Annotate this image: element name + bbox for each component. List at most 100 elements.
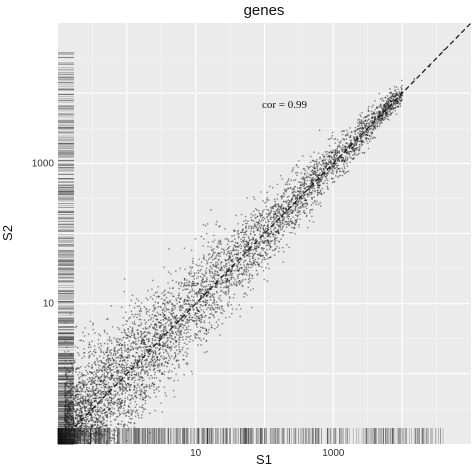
data-point — [150, 374, 152, 377]
data-point — [310, 170, 313, 173]
data-point — [257, 263, 260, 266]
data-point — [245, 274, 248, 276]
data-point — [136, 313, 139, 316]
data-point — [83, 436, 86, 438]
data-point — [92, 380, 95, 383]
data-point — [358, 143, 361, 146]
data-point — [205, 290, 208, 292]
data-point — [126, 395, 129, 398]
data-point — [243, 251, 246, 253]
data-point — [87, 333, 90, 335]
data-point — [292, 179, 295, 182]
data-point — [371, 131, 374, 134]
data-point — [237, 246, 239, 249]
data-point — [140, 416, 143, 419]
data-point — [88, 344, 91, 346]
data-point — [103, 409, 106, 412]
data-point — [343, 169, 345, 172]
data-point — [376, 111, 378, 113]
data-point — [199, 303, 202, 306]
data-point — [140, 310, 143, 313]
data-point — [206, 288, 209, 290]
data-point — [256, 261, 258, 264]
data-point — [105, 423, 108, 426]
data-point — [152, 361, 155, 364]
data-point — [160, 402, 162, 404]
data-point — [206, 277, 208, 279]
data-point — [316, 186, 319, 189]
data-point — [332, 158, 335, 161]
data-point — [240, 245, 243, 248]
data-point — [248, 274, 251, 277]
data-point — [82, 425, 85, 427]
data-point — [137, 373, 140, 376]
data-point — [178, 283, 180, 286]
data-point — [219, 286, 222, 289]
data-point — [265, 244, 268, 247]
data-point — [108, 397, 111, 399]
data-point — [241, 285, 244, 288]
data-point — [214, 265, 217, 268]
data-point — [171, 330, 174, 333]
data-point — [138, 312, 141, 315]
data-point — [252, 214, 254, 217]
data-point — [112, 362, 115, 365]
data-point — [101, 436, 104, 439]
data-point — [160, 363, 163, 365]
data-point — [119, 413, 122, 415]
data-point — [216, 246, 218, 248]
data-point — [288, 221, 291, 224]
data-point — [177, 379, 179, 382]
data-point — [106, 339, 109, 341]
data-point — [135, 372, 138, 375]
data-point — [175, 373, 177, 375]
data-point — [72, 417, 74, 420]
data-point — [266, 191, 268, 194]
data-point — [103, 404, 105, 407]
data-point — [222, 281, 224, 283]
data-point — [215, 223, 217, 226]
data-point — [183, 283, 185, 286]
data-point — [285, 226, 288, 228]
data-point — [201, 281, 203, 284]
data-point — [96, 408, 99, 411]
data-point — [325, 173, 327, 176]
data-point — [236, 267, 239, 270]
data-point — [114, 354, 117, 356]
data-point — [207, 306, 210, 309]
data-point — [129, 349, 131, 351]
data-point — [319, 163, 322, 166]
data-point — [261, 266, 263, 268]
data-point — [178, 343, 180, 346]
data-point — [303, 177, 305, 179]
data-point — [273, 210, 275, 213]
data-point — [286, 196, 289, 198]
data-point — [188, 297, 191, 299]
data-point — [225, 253, 228, 256]
data-point — [149, 318, 152, 321]
data-point — [237, 263, 239, 266]
data-point — [215, 274, 218, 276]
data-point — [339, 174, 342, 177]
data-point — [129, 316, 131, 319]
data-point — [247, 286, 250, 289]
data-point — [163, 356, 165, 358]
data-point — [98, 333, 100, 335]
data-point — [220, 282, 223, 284]
data-point — [326, 182, 328, 185]
data-point — [243, 231, 245, 234]
data-point — [99, 437, 101, 439]
data-point — [156, 386, 158, 389]
data-point — [156, 329, 159, 331]
data-point — [336, 147, 339, 150]
data-point — [83, 407, 86, 410]
data-point — [247, 246, 249, 248]
data-point — [97, 380, 99, 382]
data-point — [263, 258, 266, 261]
data-point — [295, 171, 297, 174]
data-point — [108, 409, 111, 412]
data-point — [78, 354, 80, 356]
data-point — [157, 285, 159, 288]
data-point — [86, 439, 89, 441]
data-point — [294, 214, 297, 216]
